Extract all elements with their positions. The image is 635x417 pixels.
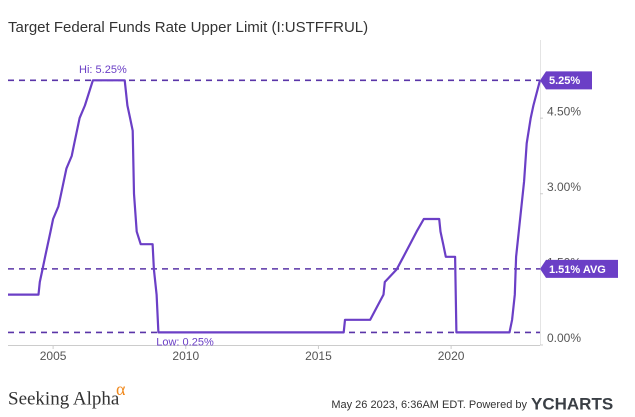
x-tick-label: 2010 <box>172 349 199 363</box>
brand-mark: α <box>116 379 126 399</box>
line <box>8 79 542 334</box>
x-tick-label: 2015 <box>305 349 332 363</box>
x-tick-label: 2005 <box>40 349 67 363</box>
value-tag <box>540 71 592 90</box>
low-label: Low: 0.25% <box>156 336 214 348</box>
stamp: May 26 2023, 6:36AM EDT. Powered by <box>331 399 527 411</box>
hi-label: Hi: 5.25% <box>79 64 127 76</box>
value-tag <box>540 259 618 278</box>
y-tick-label: 4.50% <box>547 104 581 118</box>
x-tick-label: 2020 <box>438 349 465 363</box>
value-tag-label: 1.51% AVG <box>549 264 606 276</box>
y-tick-label: 0.00% <box>547 331 581 345</box>
y-tick-label: 3.00% <box>547 180 581 194</box>
value-tag-label: 5.25% <box>549 75 580 87</box>
chart-title: Target Federal Funds Rate Upper Limit (I… <box>8 19 368 36</box>
provider: YCHARTS <box>531 394 613 413</box>
brand: Seeking Alpha <box>8 388 120 409</box>
